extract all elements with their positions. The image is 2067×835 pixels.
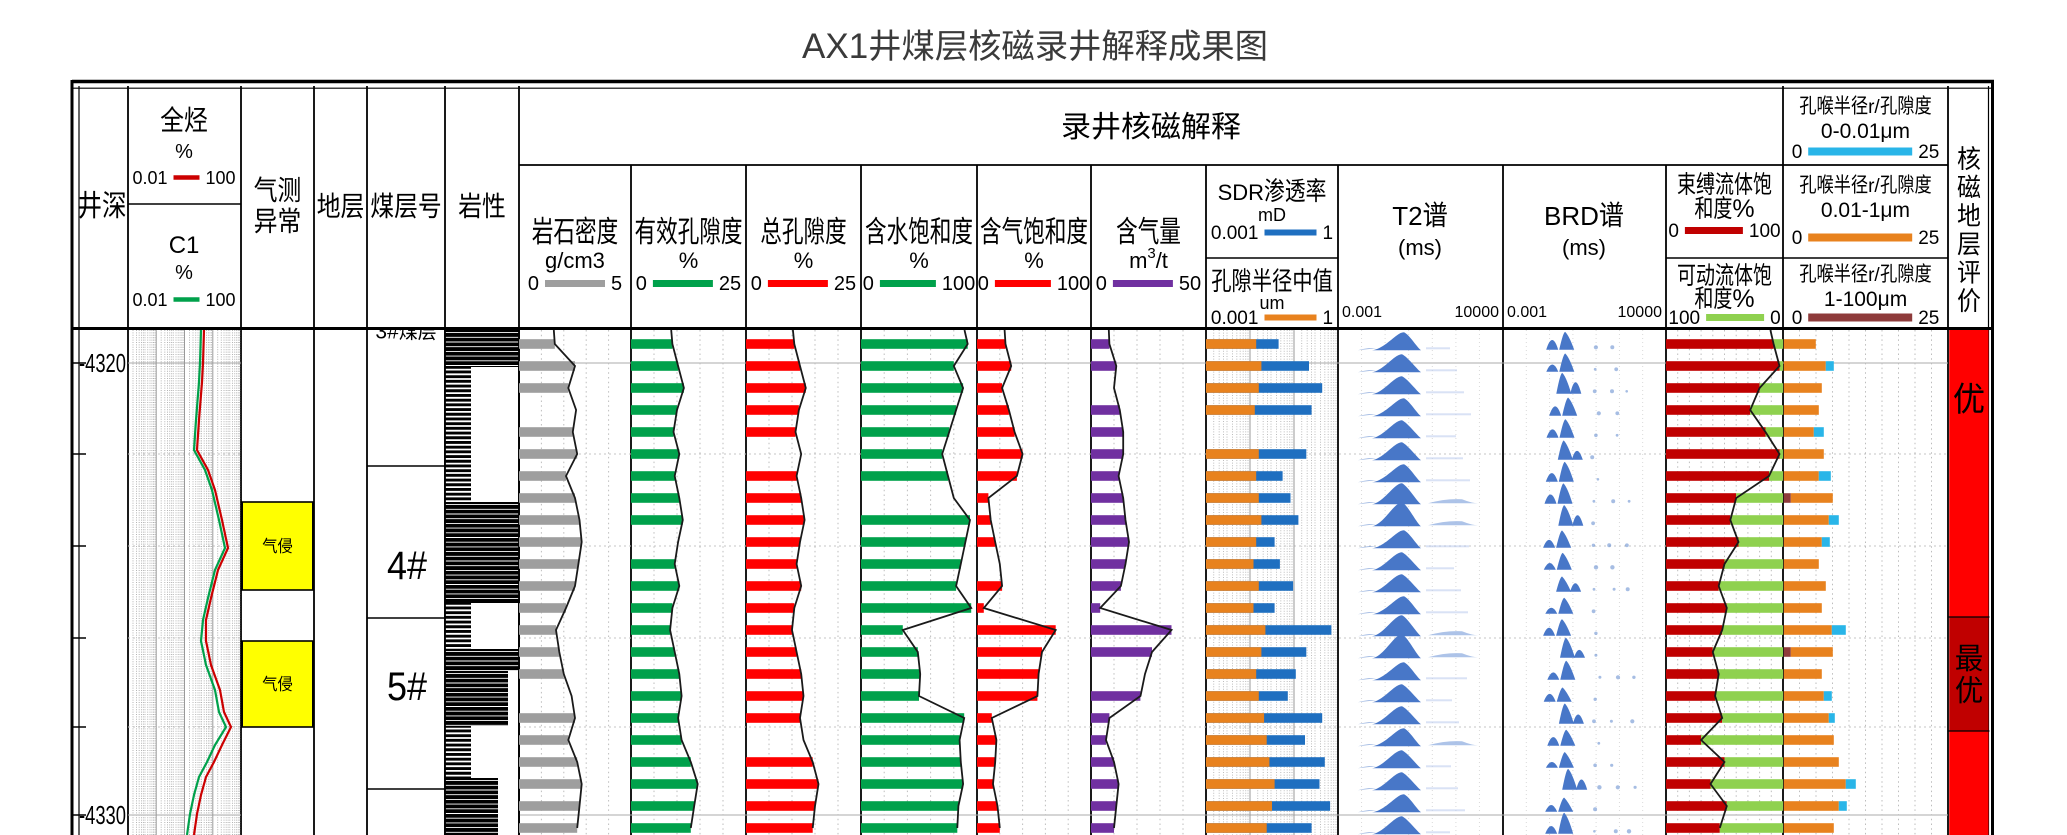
svg-text:0: 0: [636, 273, 647, 295]
svg-text:%: %: [909, 248, 929, 273]
svg-text:100: 100: [206, 168, 236, 188]
svg-text:0: 0: [1096, 273, 1107, 295]
svg-text:/t: /t: [1156, 248, 1168, 273]
svg-text:%: %: [175, 141, 193, 163]
svg-text:BRD: BRD: [1544, 201, 1599, 231]
svg-text:0: 0: [863, 273, 874, 295]
svg-text:25: 25: [1918, 142, 1939, 163]
svg-text:m: m: [1129, 248, 1147, 273]
svg-text:25: 25: [834, 273, 856, 295]
svg-text:-4330: -4330: [79, 800, 126, 830]
svg-text:25: 25: [1918, 228, 1939, 249]
svg-text:%: %: [1732, 195, 1754, 223]
svg-text:100: 100: [1668, 308, 1700, 329]
svg-text:100: 100: [1749, 221, 1781, 242]
svg-text:100: 100: [1057, 273, 1090, 295]
svg-text:r/: r/: [1868, 265, 1880, 286]
svg-text:%: %: [175, 262, 193, 284]
svg-text:0.001: 0.001: [1211, 308, 1259, 329]
svg-text:25: 25: [1918, 308, 1939, 329]
svg-text:100: 100: [942, 273, 975, 295]
svg-text:25: 25: [719, 273, 741, 295]
svg-text:10000: 10000: [1455, 304, 1500, 321]
svg-text:T2: T2: [1392, 201, 1422, 231]
svg-text:3#: 3#: [375, 321, 399, 344]
svg-text:AX1: AX1: [802, 27, 868, 66]
svg-text:mD: mD: [1258, 205, 1286, 225]
svg-text:5#: 5#: [387, 665, 428, 709]
svg-text:-4320: -4320: [79, 348, 126, 378]
svg-text:0.01-1μm: 0.01-1μm: [1821, 199, 1910, 222]
svg-text:1: 1: [1323, 308, 1334, 329]
svg-text:10000: 10000: [1618, 304, 1663, 321]
svg-text:4#: 4#: [387, 544, 428, 588]
svg-text:%: %: [794, 248, 814, 273]
svg-text:0-0.01μm: 0-0.01μm: [1821, 120, 1910, 143]
svg-text:100: 100: [206, 290, 236, 310]
svg-text:0.001: 0.001: [1507, 304, 1547, 321]
svg-text:0: 0: [978, 273, 989, 295]
svg-text:50: 50: [1179, 273, 1201, 295]
svg-text:0.001: 0.001: [1342, 304, 1382, 321]
svg-text:0.01: 0.01: [133, 290, 168, 310]
svg-text:r/: r/: [1868, 97, 1880, 118]
svg-text:r/: r/: [1868, 176, 1880, 197]
svg-text:%: %: [1024, 248, 1044, 273]
svg-text:0: 0: [1792, 142, 1803, 163]
svg-text:0: 0: [1792, 308, 1803, 329]
svg-text:1-100μm: 1-100μm: [1824, 288, 1907, 311]
svg-text:1: 1: [1323, 223, 1334, 244]
svg-text:0.01: 0.01: [133, 168, 168, 188]
svg-text:SDR: SDR: [1218, 180, 1264, 205]
svg-text:5: 5: [611, 273, 622, 295]
svg-text:0: 0: [1668, 221, 1679, 242]
svg-text:g/cm3: g/cm3: [545, 248, 605, 273]
svg-text:0: 0: [1770, 308, 1781, 329]
svg-text:3: 3: [1147, 245, 1155, 262]
svg-text:(ms): (ms): [1398, 235, 1442, 260]
svg-text:um: um: [1260, 293, 1285, 313]
svg-text:0: 0: [751, 273, 762, 295]
svg-text:%: %: [679, 248, 699, 273]
svg-text:0: 0: [528, 273, 539, 295]
svg-text:C1: C1: [169, 232, 200, 259]
svg-text:0.001: 0.001: [1211, 223, 1259, 244]
svg-text:0: 0: [1792, 228, 1803, 249]
svg-text:(ms): (ms): [1562, 235, 1606, 260]
svg-text:%: %: [1732, 285, 1754, 313]
